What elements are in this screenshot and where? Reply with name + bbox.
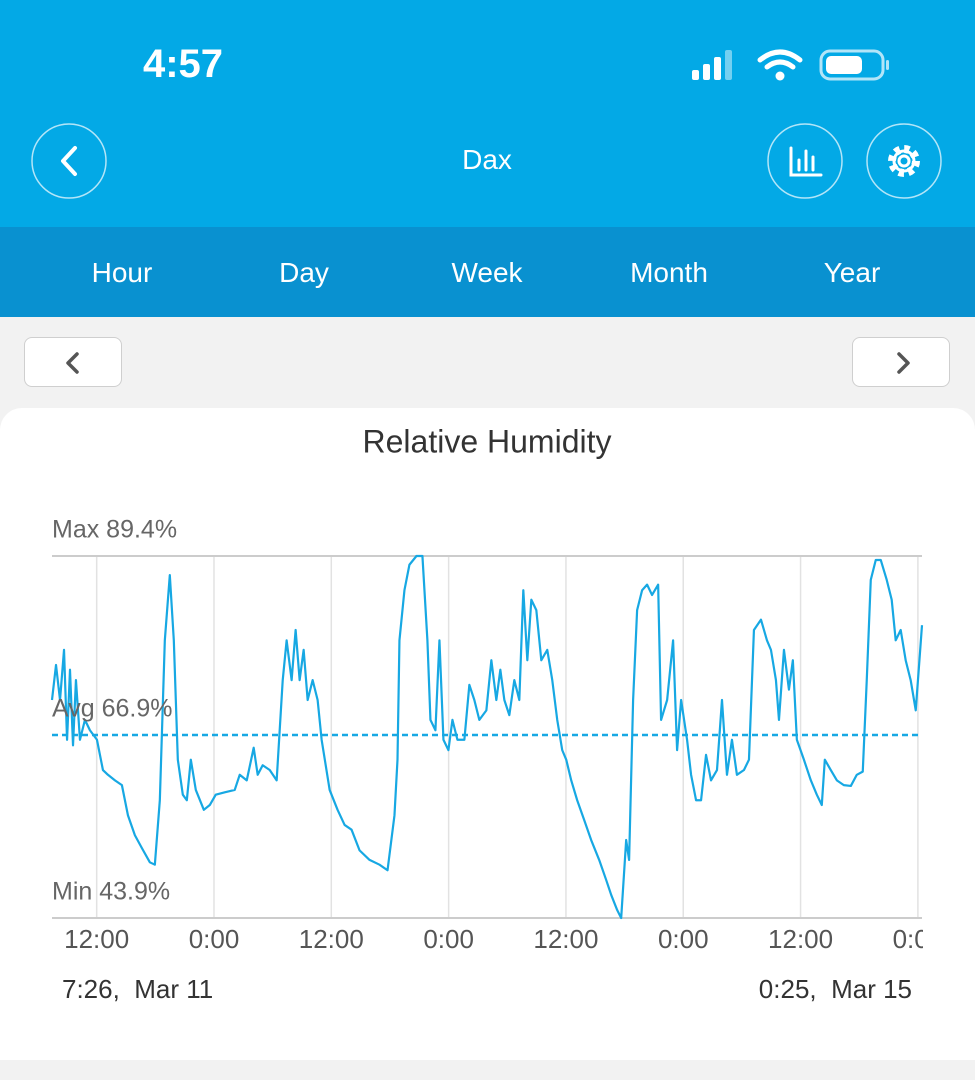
x-tick-label: 0:00 xyxy=(893,924,944,954)
x-tick-label: 12:00 xyxy=(533,924,598,954)
chart: Relative Humidity 7:26, Mar 11 0:25, Mar… xyxy=(50,423,944,1004)
chevron-left xyxy=(66,352,79,374)
x-tick-label: 0:00 xyxy=(658,924,709,954)
back-button[interactable] xyxy=(30,122,110,202)
chart-card: Relative Humidity 7:26, Mar 11 0:25, Mar… xyxy=(0,408,975,1060)
chart-title: Relative Humidity xyxy=(363,423,612,459)
status-time: 4:57 xyxy=(142,42,224,86)
tab[interactable]: Hour xyxy=(91,257,153,288)
settings-button[interactable] xyxy=(865,122,945,202)
x-tick-label: 12:00 xyxy=(299,924,364,954)
range-start: 7:26, Mar 11 xyxy=(62,974,213,1004)
previous-button[interactable] xyxy=(24,337,122,387)
tab[interactable]: Day xyxy=(279,257,329,288)
next-button[interactable] xyxy=(852,337,950,387)
chart-button[interactable] xyxy=(766,122,846,202)
tab[interactable]: Month xyxy=(630,257,708,288)
reference-label: Max 89.4% xyxy=(52,516,177,544)
chevron-right xyxy=(897,352,910,374)
x-tick-label: 0:00 xyxy=(423,924,474,954)
reference-label: Min 43.9% xyxy=(52,878,170,906)
range-end: 0:25, Mar 15 xyxy=(759,974,912,1004)
x-axis: 12:00 0:00 12:00 0:00 12:00 0:00 12:00 0:00 xyxy=(64,924,944,954)
tab-bar: Hour Day Week Month Year xyxy=(0,227,975,317)
header: 4:57 Dax xyxy=(0,0,975,227)
x-tick-label: 12:00 xyxy=(768,924,833,954)
tab[interactable]: Year xyxy=(823,257,881,288)
x-tick-label: 0:00 xyxy=(189,924,240,954)
nav-title: Dax xyxy=(462,144,512,175)
reference-label: Avg 66.9% xyxy=(52,695,172,723)
tab[interactable]: Week xyxy=(451,257,523,288)
x-tick-label: 12:00 xyxy=(64,924,129,954)
data-line xyxy=(50,554,924,920)
status-icons xyxy=(692,49,889,81)
